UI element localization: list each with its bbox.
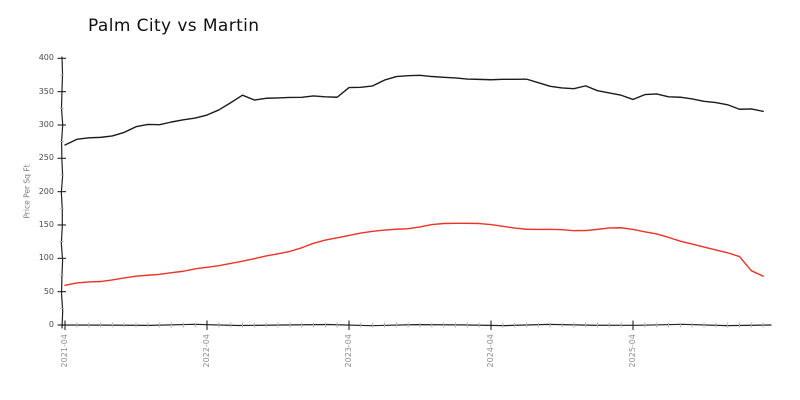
- series-line-palm-city: [64, 74, 764, 146]
- x-tick-label: 2023-04: [344, 334, 353, 368]
- y-tick-label: 50: [43, 286, 54, 296]
- chart-title: Palm City vs Martin: [88, 16, 260, 36]
- y-tick-label: 400: [38, 53, 54, 63]
- y-tick-label: 350: [38, 86, 54, 96]
- x-tick-label: 2024-04: [486, 334, 495, 368]
- x-axis-line: [60, 323, 772, 327]
- y-tick-label: 100: [38, 253, 54, 263]
- y-tick-label: 300: [38, 119, 54, 129]
- x-tick-label: 2025-04: [628, 334, 637, 368]
- y-tick-label: 0: [48, 320, 54, 329]
- y-tick-label: 150: [38, 219, 54, 229]
- x-tick-label: 2022-04: [202, 334, 211, 368]
- series-line-martin: [64, 222, 764, 287]
- y-tick-label: 200: [38, 186, 54, 196]
- x-tick-label: 2021-04: [60, 334, 69, 368]
- y-axis-line: [60, 56, 64, 329]
- y-tick-label: 250: [38, 153, 54, 163]
